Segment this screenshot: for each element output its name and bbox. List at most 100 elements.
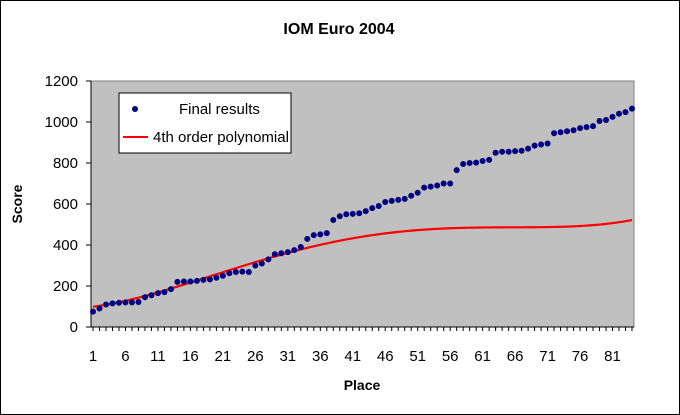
data-point	[252, 262, 259, 269]
data-point	[544, 140, 551, 147]
x-tick-label: 56	[442, 348, 459, 365]
data-point	[200, 276, 207, 283]
data-point	[323, 230, 330, 237]
legend-label-polynomial: 4th order polynomial	[153, 129, 289, 146]
data-point	[356, 210, 363, 217]
data-point	[551, 130, 558, 137]
x-tick-label: 46	[377, 348, 394, 365]
data-point	[193, 277, 200, 284]
x-tick-label: 31	[279, 348, 296, 365]
data-point	[473, 159, 480, 166]
chart-title: IOM Euro 2004	[283, 21, 394, 38]
data-point	[291, 247, 298, 254]
data-point	[570, 127, 577, 134]
data-point	[421, 184, 428, 191]
data-point	[304, 235, 311, 242]
data-point	[629, 105, 635, 112]
x-tick-label: 41	[344, 348, 361, 365]
data-point	[349, 210, 356, 217]
data-point	[603, 116, 610, 123]
data-point	[310, 232, 317, 239]
data-point	[362, 208, 369, 215]
data-point	[330, 216, 337, 223]
y-tick-label: 600	[53, 196, 78, 213]
data-point	[96, 305, 103, 312]
data-point	[122, 299, 129, 306]
y-tick-label: 1200	[45, 73, 78, 90]
data-point	[135, 298, 142, 305]
data-point	[557, 129, 564, 136]
data-point	[486, 156, 493, 163]
data-point	[466, 160, 473, 166]
data-point	[226, 270, 233, 277]
data-point	[408, 192, 415, 199]
polynomial-fit-line	[92, 218, 633, 308]
data-point	[622, 109, 629, 116]
data-point	[382, 198, 389, 205]
data-point	[219, 272, 226, 279]
y-tick-label: 400	[53, 237, 78, 254]
data-point	[174, 278, 181, 285]
x-axis: 1 6 11 16 21 26 31 36 41 46 51 56 61 66 71 76 81	[89, 326, 634, 365]
data-point	[369, 205, 376, 212]
data-point	[525, 145, 532, 152]
data-point	[265, 256, 272, 263]
x-tick-label: 1	[89, 348, 97, 365]
data-point	[518, 147, 525, 154]
data-point	[317, 231, 324, 238]
data-point	[440, 180, 447, 187]
x-tick-label: 26	[247, 348, 264, 365]
data-point	[336, 213, 343, 220]
x-tick-label: 76	[572, 348, 589, 365]
x-tick-label: 66	[507, 348, 524, 365]
data-point	[388, 197, 395, 204]
data-point	[414, 189, 421, 196]
data-point	[538, 141, 545, 148]
data-point	[583, 124, 590, 131]
y-tick-label: 0	[70, 319, 78, 336]
data-point	[187, 278, 194, 285]
data-point	[343, 211, 350, 218]
data-point	[375, 203, 382, 210]
data-point	[499, 148, 506, 155]
data-point	[90, 308, 96, 315]
x-tick-label: 81	[604, 348, 621, 365]
x-tick-label: 61	[474, 348, 491, 365]
data-point	[167, 286, 174, 293]
data-point	[590, 123, 597, 130]
data-point	[401, 195, 408, 202]
data-point	[512, 148, 519, 155]
x-axis-title: Place	[344, 377, 381, 393]
data-point	[395, 196, 402, 203]
data-point	[102, 301, 109, 308]
legend: Final results 4th order polynomial	[118, 92, 292, 154]
data-point	[154, 290, 161, 297]
x-tick-label: 21	[215, 348, 232, 365]
data-point	[460, 161, 467, 168]
data-point	[213, 274, 220, 281]
data-point	[616, 110, 623, 117]
x-tick-label: 6	[121, 348, 129, 365]
data-point	[232, 269, 239, 276]
data-point	[505, 148, 512, 155]
data-point	[564, 128, 571, 135]
data-point	[128, 299, 135, 306]
data-point	[141, 294, 148, 301]
y-tick-label: 800	[53, 155, 78, 172]
data-point	[258, 260, 265, 267]
data-point	[161, 289, 168, 296]
data-point	[245, 269, 252, 276]
data-point	[297, 244, 304, 251]
fit-layer	[92, 218, 633, 308]
data-point	[271, 251, 278, 258]
data-point	[492, 149, 499, 156]
x-tick-label: 16	[182, 348, 199, 365]
data-point	[239, 268, 246, 275]
data-point	[434, 182, 441, 189]
data-point	[447, 180, 454, 187]
y-axis: 0 200 400 600 800 1000 1200	[45, 73, 92, 336]
x-tick-label: 11	[150, 348, 166, 365]
x-tick-label: 36	[312, 348, 329, 365]
